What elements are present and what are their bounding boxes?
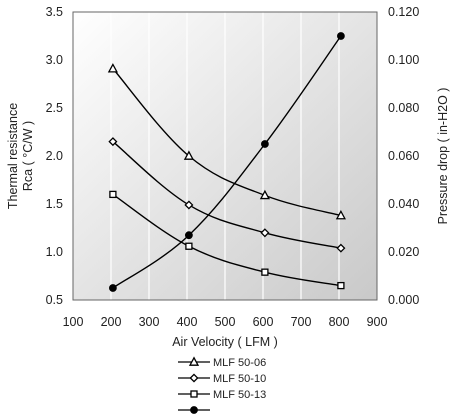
y-tick-label: 2.0 (46, 149, 63, 163)
series-line-2 (112, 141, 342, 249)
series-layer (107, 32, 346, 292)
data-point-triangle (335, 209, 346, 220)
data-point-square (185, 242, 193, 250)
x-tick-label: 900 (367, 315, 388, 329)
y2-tick-label: 0.040 (388, 197, 419, 211)
legend-marker-square (190, 390, 198, 398)
data-point-diamond (336, 243, 346, 253)
x-tick-label: 800 (329, 315, 350, 329)
y-tick-label: 2.5 (46, 101, 63, 115)
data-point-diamond (108, 137, 118, 147)
legend-marker-triangle (188, 356, 200, 366)
y-tick-label: 1.0 (46, 245, 63, 259)
y-axis-title-line2: Rca ( °C/W ) (21, 121, 35, 191)
series-line-4 (112, 35, 342, 289)
data-point-triangle (107, 63, 118, 73)
x-tick-label: 400 (177, 315, 198, 329)
series-line-1 (112, 68, 342, 217)
y-tick-label: 1.5 (46, 197, 63, 211)
legend-marker-diamond (189, 373, 199, 383)
data-point-triangle (259, 189, 270, 200)
x-tick-label: 500 (215, 315, 236, 329)
y2-tick-label: 0.120 (388, 5, 419, 19)
legend: MLF 50-06 MLF 50-10 MLF 50-13 (178, 356, 266, 414)
x-tick-label: 100 (63, 315, 84, 329)
y2-tick-label: 0.020 (388, 245, 419, 259)
y-tick-label: 3.5 (46, 5, 63, 19)
data-point-diamond (184, 200, 194, 210)
data-point-square (261, 268, 269, 276)
x-tick-label: 200 (101, 315, 122, 329)
data-point-circle (261, 140, 269, 148)
x-tick-label: 300 (139, 315, 160, 329)
data-point-circle (185, 231, 193, 240)
data-point-diamond (260, 228, 270, 238)
y2-axis-title: Pressure drop ( in-H2O ) (436, 88, 450, 225)
data-point-square (109, 190, 117, 199)
legend-label: MLF 50-13 (213, 389, 266, 401)
y-axis-title-line1: Thermal resistance (6, 103, 20, 209)
y2-tick-label: 0.000 (388, 293, 419, 307)
x-tick-label: 700 (291, 315, 312, 329)
y2-tick-label: 0.060 (388, 149, 419, 163)
x-tick-label: 600 (253, 315, 274, 329)
data-point-triangle (183, 150, 194, 160)
data-point-circle (109, 284, 117, 292)
data-point-circle (337, 32, 345, 40)
plot-border (72, 11, 378, 301)
axes-text: 100 200 300 400 500 600 700 800 900 0.5 1.0 1.5 2.0 2… (46, 5, 420, 329)
y2-tick-label: 0.100 (388, 53, 419, 67)
y-tick-label: 0.5 (46, 293, 63, 307)
legend-label: MLF 50-10 (213, 373, 266, 385)
y2-tick-label: 0.080 (388, 101, 419, 115)
data-point-square (337, 281, 345, 290)
legend-label: MLF 50-06 (213, 357, 266, 369)
x-axis-title: Air Velocity ( LFM ) (172, 335, 278, 349)
legend-marker-circle (190, 406, 198, 414)
series-line-3 (112, 193, 342, 287)
y-tick-label: 3.0 (46, 53, 63, 67)
